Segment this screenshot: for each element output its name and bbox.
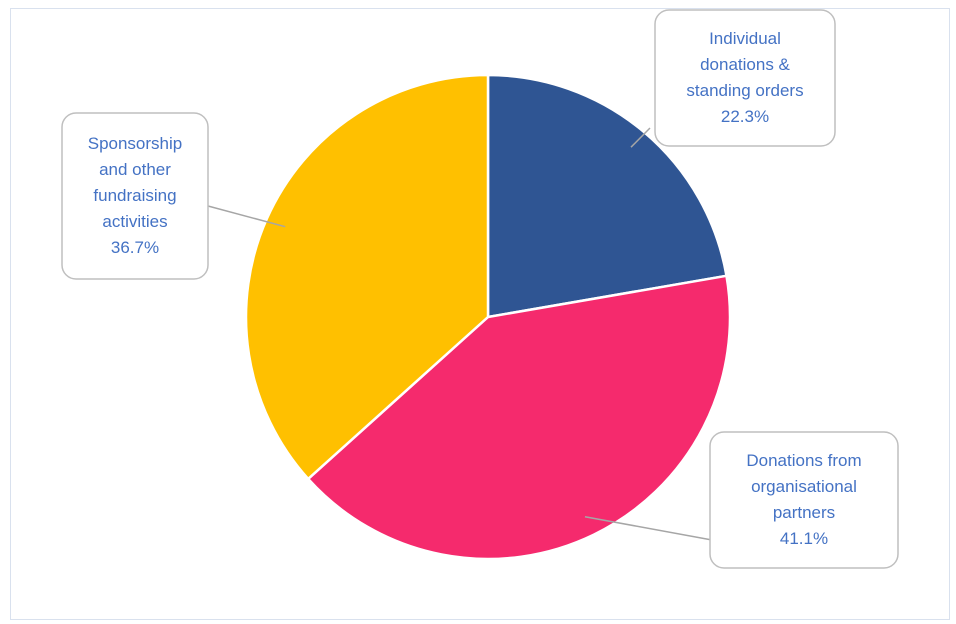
callout-sponsorship-and-other-fundraising-activities: Sponsorship and other fundraising activitie… bbox=[61, 112, 209, 280]
data-label-value: 41.1% bbox=[780, 529, 828, 548]
pie-slice-sponsorship-and-other-fundraising-activities bbox=[244, 73, 490, 481]
pie-slice-individual-donations-standing-orders bbox=[486, 73, 728, 319]
leader-line-donations-from-organisational-partners bbox=[584, 515, 713, 541]
callout-box bbox=[61, 112, 209, 280]
leader-line-individual-donations-standing-orders bbox=[630, 127, 651, 148]
data-label-value: 22.3% bbox=[721, 107, 769, 126]
leader-lines bbox=[207, 127, 713, 541]
pie-slices bbox=[244, 73, 732, 561]
data-label-text: Individual bbox=[709, 29, 781, 48]
leader-line-sponsorship-and-other-fundraising-activities bbox=[207, 205, 286, 228]
callout-box bbox=[654, 9, 836, 147]
data-label-text: partners bbox=[773, 503, 835, 522]
data-label-text: standing orders bbox=[686, 81, 803, 100]
data-label-value: 36.7% bbox=[111, 238, 159, 257]
data-label-text: organisational bbox=[751, 477, 857, 496]
pie-slice-donations-from-organisational-partners bbox=[306, 274, 732, 561]
data-label-text: Sponsorship bbox=[88, 134, 183, 153]
callout-individual-donations-standing-orders: Individual donations & standing orders 22.3… bbox=[654, 9, 836, 147]
data-label-text: donations & bbox=[700, 55, 790, 74]
data-label-text: activities bbox=[102, 212, 167, 231]
callout-box bbox=[709, 431, 899, 569]
data-label-callouts: Individual donations & standing orders 22.3… bbox=[61, 9, 899, 569]
data-label-text: and other bbox=[99, 160, 171, 179]
data-label-text: Donations from bbox=[746, 451, 861, 470]
callout-donations-from-organisational-partners: Donations from organisational partners 41.1… bbox=[709, 431, 899, 569]
data-label-text: fundraising bbox=[93, 186, 176, 205]
